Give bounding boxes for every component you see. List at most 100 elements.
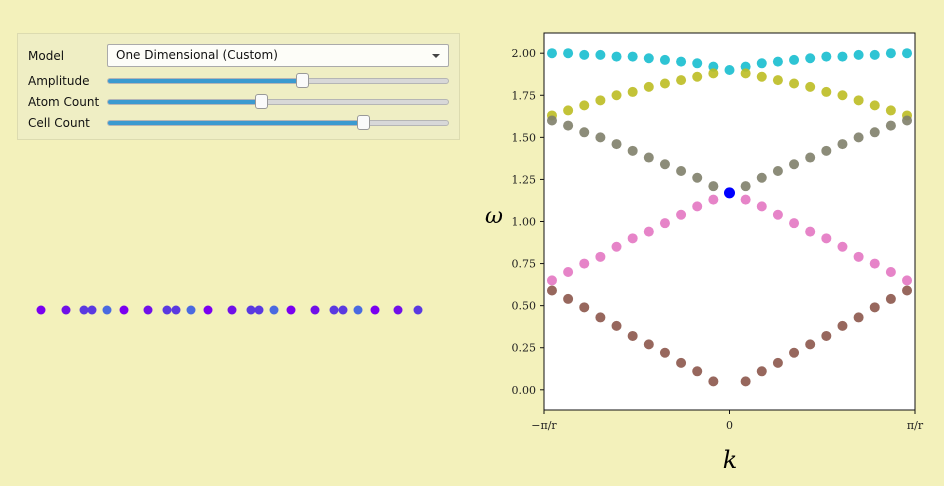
band-0-point	[724, 65, 735, 76]
amplitude-slider[interactable]	[107, 73, 449, 88]
y-tick-label: 0.50	[512, 300, 537, 313]
band-4-point	[692, 366, 703, 377]
band-1-point	[611, 90, 622, 101]
band-4-point	[595, 312, 606, 323]
y-tick-label: 0.00	[512, 384, 537, 397]
slider-handle[interactable]	[255, 94, 268, 109]
y-tick-label: 2.00	[512, 47, 537, 60]
atom	[171, 305, 181, 315]
band-2-point	[885, 120, 896, 131]
atom	[102, 305, 112, 315]
model-label: Model	[28, 49, 65, 63]
atom	[413, 305, 423, 315]
band-4-point	[869, 302, 880, 313]
band-4-point	[837, 320, 848, 331]
band-4-point	[821, 330, 832, 341]
band-3-point	[756, 201, 767, 212]
band-3-point	[546, 275, 557, 286]
selected-mode-point[interactable]	[724, 187, 735, 199]
atom	[36, 305, 46, 315]
band-0-point	[756, 58, 767, 69]
atom	[203, 305, 213, 315]
band-0-point	[692, 58, 703, 69]
atom	[186, 305, 196, 315]
band-1-point	[853, 95, 864, 106]
band-4-point	[772, 357, 783, 368]
band-2-point	[627, 145, 638, 156]
y-tick-label: 1.50	[512, 131, 537, 144]
band-4-point	[885, 293, 896, 304]
x-tick-label: −π/r	[531, 419, 557, 432]
band-2-point	[821, 145, 832, 156]
band-3-point	[789, 218, 800, 229]
y-tick-label: 0.75	[512, 258, 537, 271]
band-0-point	[869, 49, 880, 60]
band-0-point	[885, 48, 896, 59]
atom-count-label: Atom Count	[28, 95, 100, 109]
band-0-point	[805, 53, 816, 64]
atom	[370, 305, 380, 315]
x-axis-label: k	[723, 446, 738, 474]
model-select[interactable]: One Dimensional (Custom)	[107, 44, 449, 67]
band-4-point	[676, 357, 687, 368]
atom	[246, 305, 256, 315]
band-1-point	[595, 95, 606, 106]
band-2-point	[643, 152, 654, 163]
band-0-point	[611, 51, 622, 62]
band-0-point	[902, 48, 913, 59]
band-1-point	[676, 75, 687, 86]
band-0-point	[821, 51, 832, 62]
band-4-point	[902, 285, 913, 296]
band-2-point	[756, 172, 767, 183]
band-0-point	[579, 49, 590, 60]
band-3-point	[837, 241, 848, 252]
band-1-point	[756, 71, 767, 82]
band-3-point	[579, 258, 590, 269]
band-1-point	[837, 90, 848, 101]
band-0-point	[627, 51, 638, 62]
band-0-point	[659, 54, 670, 65]
band-4-point	[789, 347, 800, 358]
band-1-point	[643, 81, 654, 92]
band-3-point	[659, 218, 670, 229]
band-4-point	[708, 376, 719, 387]
band-1-point	[772, 75, 783, 86]
x-tick-label: π/r	[907, 419, 924, 432]
band-1-point	[659, 78, 670, 89]
band-0-point	[853, 49, 864, 60]
band-1-point	[563, 105, 574, 116]
atom	[254, 305, 264, 315]
slider-fill	[108, 100, 261, 104]
band-2-point	[595, 132, 606, 143]
band-1-point	[692, 71, 703, 82]
slider-handle[interactable]	[357, 115, 370, 130]
slider-fill	[108, 79, 302, 83]
band-2-point	[563, 120, 574, 131]
band-3-point	[676, 209, 687, 220]
band-3-point	[772, 209, 783, 220]
atom-count-slider[interactable]	[107, 94, 449, 109]
y-axis-label: ω	[485, 204, 503, 229]
band-2-point	[902, 115, 913, 126]
amplitude-label: Amplitude	[28, 74, 90, 88]
band-2-point	[789, 159, 800, 170]
band-4-point	[659, 347, 670, 358]
band-3-point	[708, 194, 719, 205]
slider-handle[interactable]	[295, 73, 309, 88]
band-1-point	[885, 105, 896, 116]
band-3-point	[853, 251, 864, 262]
atom	[269, 305, 279, 315]
y-tick-label: 0.25	[512, 342, 537, 355]
cell-count-slider[interactable]	[107, 115, 449, 130]
band-2-point	[708, 181, 719, 192]
band-2-point	[676, 166, 687, 177]
band-3-point	[563, 266, 574, 277]
band-0-point	[595, 49, 606, 60]
band-4-point	[853, 312, 864, 323]
band-1-point	[821, 86, 832, 97]
band-0-point	[676, 56, 687, 67]
model-select-value: One Dimensional (Custom)	[116, 48, 278, 62]
band-1-point	[740, 68, 751, 79]
atom	[143, 305, 153, 315]
band-3-point	[627, 233, 638, 244]
